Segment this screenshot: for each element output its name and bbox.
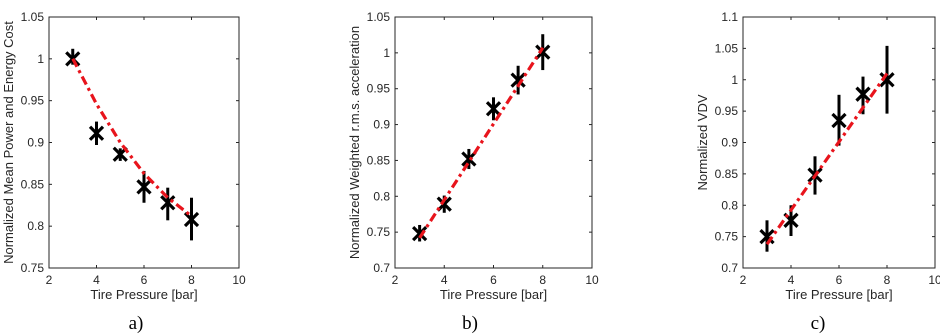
y-tick-label: 1.05	[21, 10, 45, 24]
y-tick-label: 1.05	[367, 10, 391, 24]
x-tick-label: 10	[928, 273, 940, 287]
data-point-marker	[485, 101, 502, 117]
marker-stroke	[183, 211, 200, 228]
data-point-marker	[759, 228, 775, 245]
y-tick-label: 0.95	[21, 94, 45, 108]
marker-stroke	[510, 72, 526, 88]
panel-label: c)	[811, 313, 826, 334]
marker-stroke	[411, 225, 428, 242]
x-tick-label: 4	[441, 273, 448, 287]
y-axis-label: Normalized VDV	[695, 94, 710, 190]
x-tick-label: 8	[539, 273, 546, 287]
data-point-marker	[535, 44, 551, 60]
x-tick-label: 4	[93, 273, 100, 287]
y-axis-label: Normalized Weighted r.m.s. acceleration	[347, 26, 362, 259]
marker-stroke	[136, 179, 152, 195]
y-tick-label: 0.85	[715, 167, 739, 181]
fit-line	[71, 58, 193, 218]
y-tick-label: 1.05	[715, 41, 739, 55]
y-tick-label: 0.9	[27, 136, 44, 150]
marker-stroke	[88, 125, 105, 141]
y-tick-label: 0.75	[367, 225, 391, 239]
x-tick-label: 10	[232, 273, 246, 287]
x-tick-label: 6	[836, 273, 843, 287]
y-tick-label: 0.8	[27, 219, 44, 233]
marker-stroke	[855, 86, 871, 102]
y-tick-label: 0.9	[721, 136, 738, 150]
x-tick-label: 10	[585, 273, 599, 287]
x-tick-label: 2	[46, 273, 53, 287]
y-tick-label: 0.95	[367, 82, 391, 96]
x-tick-label: 2	[392, 273, 399, 287]
fit-line	[765, 72, 889, 246]
x-axis-label: Tire Pressure [bar]	[440, 287, 547, 302]
y-tick-label: 1	[383, 46, 390, 60]
y-tick-label: 0.95	[715, 104, 739, 118]
y-tick-label: 1.1	[721, 10, 738, 24]
y-tick-label: 1	[731, 73, 738, 87]
y-tick-label: 0.85	[21, 177, 45, 191]
data-point-marker	[879, 72, 895, 88]
data-point-marker	[160, 195, 176, 211]
y-tick-label: 0.7	[373, 261, 390, 275]
fit-line	[418, 46, 545, 239]
marker-stroke	[783, 212, 799, 228]
marker-stroke	[831, 112, 847, 129]
data-point-marker	[855, 86, 871, 102]
panel-label: a)	[129, 313, 144, 334]
y-tick-label: 0.8	[721, 198, 738, 212]
y-tick-label: 0.8	[373, 189, 390, 203]
panel-label: b)	[462, 313, 478, 334]
y-tick-label: 0.85	[367, 153, 391, 167]
y-axis-label: Normalized Mean Power and Energy Cost	[1, 21, 16, 264]
x-tick-label: 8	[188, 273, 195, 287]
y-tick-label: 1	[37, 52, 44, 66]
data-point-marker	[831, 112, 847, 129]
x-axis-label: Tire Pressure [bar]	[785, 287, 892, 302]
marker-stroke	[485, 101, 502, 117]
data-point-marker	[183, 211, 200, 228]
marker-stroke	[879, 72, 895, 88]
x-tick-label: 2	[740, 273, 747, 287]
chart-panel-3: 2 4 6 8 10 0.7 0.75 0.8 0.85 0.9 0.95 1 1.05 1.1 Tire …	[695, 10, 940, 334]
x-tick-label: 6	[141, 273, 148, 287]
x-tick-label: 6	[490, 273, 497, 287]
data-point-marker	[411, 225, 428, 242]
y-tick-label: 0.7	[721, 261, 738, 275]
y-tick-label: 0.75	[715, 230, 739, 244]
x-tick-label: 4	[788, 273, 795, 287]
chart-panel-2: 2 4 6 8 10 0.7 0.75 0.8 0.85 0.9 0.95 1 1.05 Tire Pre…	[347, 10, 599, 334]
marker-stroke	[160, 195, 176, 211]
marker-stroke	[759, 228, 775, 245]
data-point-marker	[510, 72, 526, 88]
marker-stroke	[535, 44, 551, 60]
x-tick-label: 8	[884, 273, 891, 287]
x-axis-label: Tire Pressure [bar]	[90, 287, 197, 302]
y-tick-label: 0.9	[373, 118, 390, 132]
data-point-marker	[88, 125, 105, 141]
y-tick-label: 0.75	[21, 261, 45, 275]
data-point-marker	[136, 179, 152, 195]
chart-panel-1: 2 4 6 8 10 0.75 0.8 0.85 0.9 0.95 1 1.05 Tire Pressu…	[1, 10, 246, 334]
